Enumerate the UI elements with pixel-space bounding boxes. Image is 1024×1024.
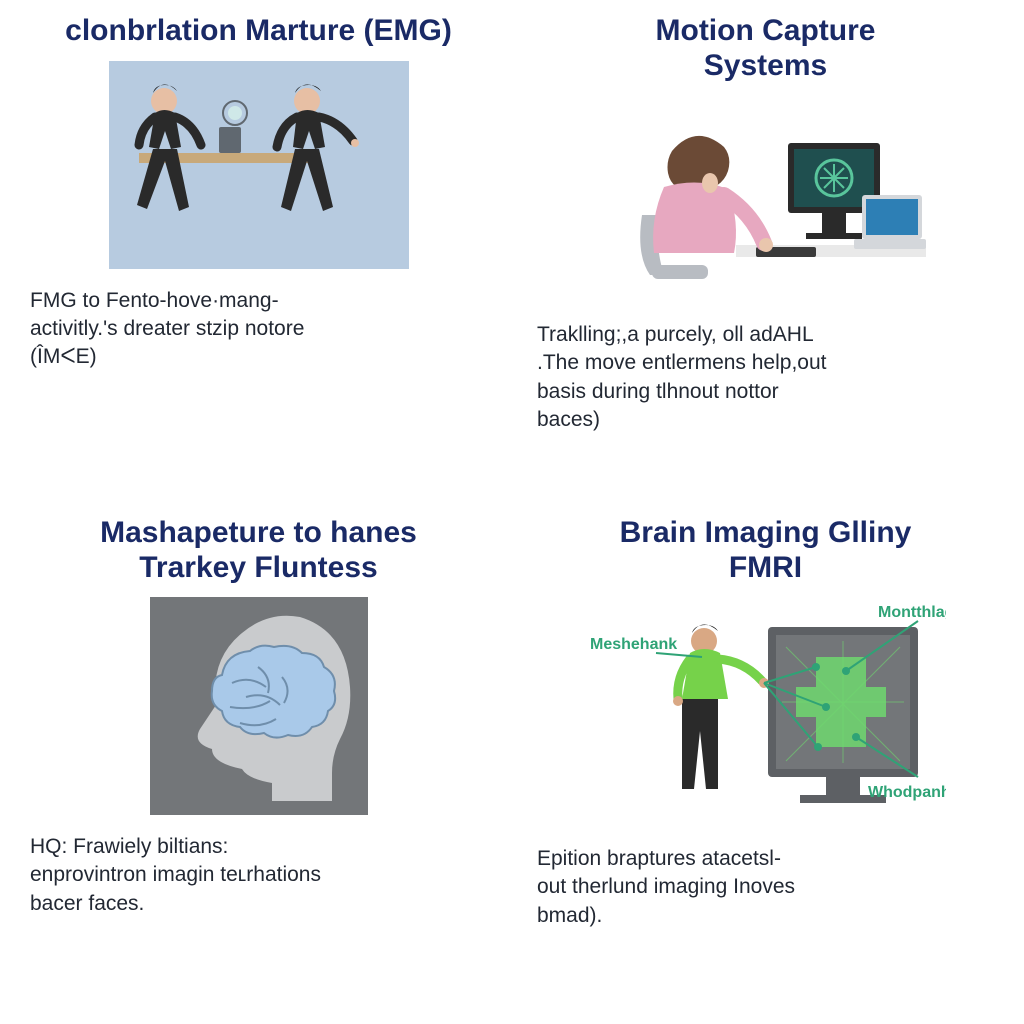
panel-fmri-title: Brain Imaging GllinyFMRI	[620, 516, 912, 585]
mocap-illustration	[606, 95, 926, 303]
panel-brain-title: Mashapeture to hanesTrarkey Fluntess	[100, 516, 417, 585]
fmri-label-bottom-right: Whodpanh	[868, 784, 946, 801]
panel-mocap-title: Motion CaptureSystems	[656, 14, 876, 83]
infographic-grid: clonbrlation Marture (EMG)	[0, 0, 1024, 1024]
panel-emg-body: FMG to Fento-hove·mang-activitly.'s drea…	[30, 287, 304, 372]
panel-brain: Mashapeture to hanesTrarkey Fluntess HQ:…	[10, 512, 507, 1004]
panel-mocap-body: Traklling;,a purcely, oll adAHL.The move…	[537, 321, 827, 434]
panel-fmri: Brain Imaging GllinyFMRI	[517, 512, 1014, 1004]
panel-mocap: Motion CaptureSystems	[517, 10, 1014, 502]
panel-brain-body: HQ: Frawiely biltians:enprovintron imagi…	[30, 833, 321, 918]
brain-profile-illustration	[150, 597, 368, 815]
fmri-label-top-right: Montthlag	[878, 604, 946, 621]
emg-illustration	[109, 61, 409, 269]
panel-emg-title: clonbrlation Marture (EMG)	[65, 14, 452, 49]
panel-emg: clonbrlation Marture (EMG)	[10, 10, 507, 502]
fmri-illustration: Meshehank Montthlag Whodpanh	[586, 597, 946, 827]
fmri-label-left: Meshehank	[590, 636, 677, 653]
panel-fmri-body: Epition braptures atacetsl-out therlund …	[537, 845, 795, 930]
